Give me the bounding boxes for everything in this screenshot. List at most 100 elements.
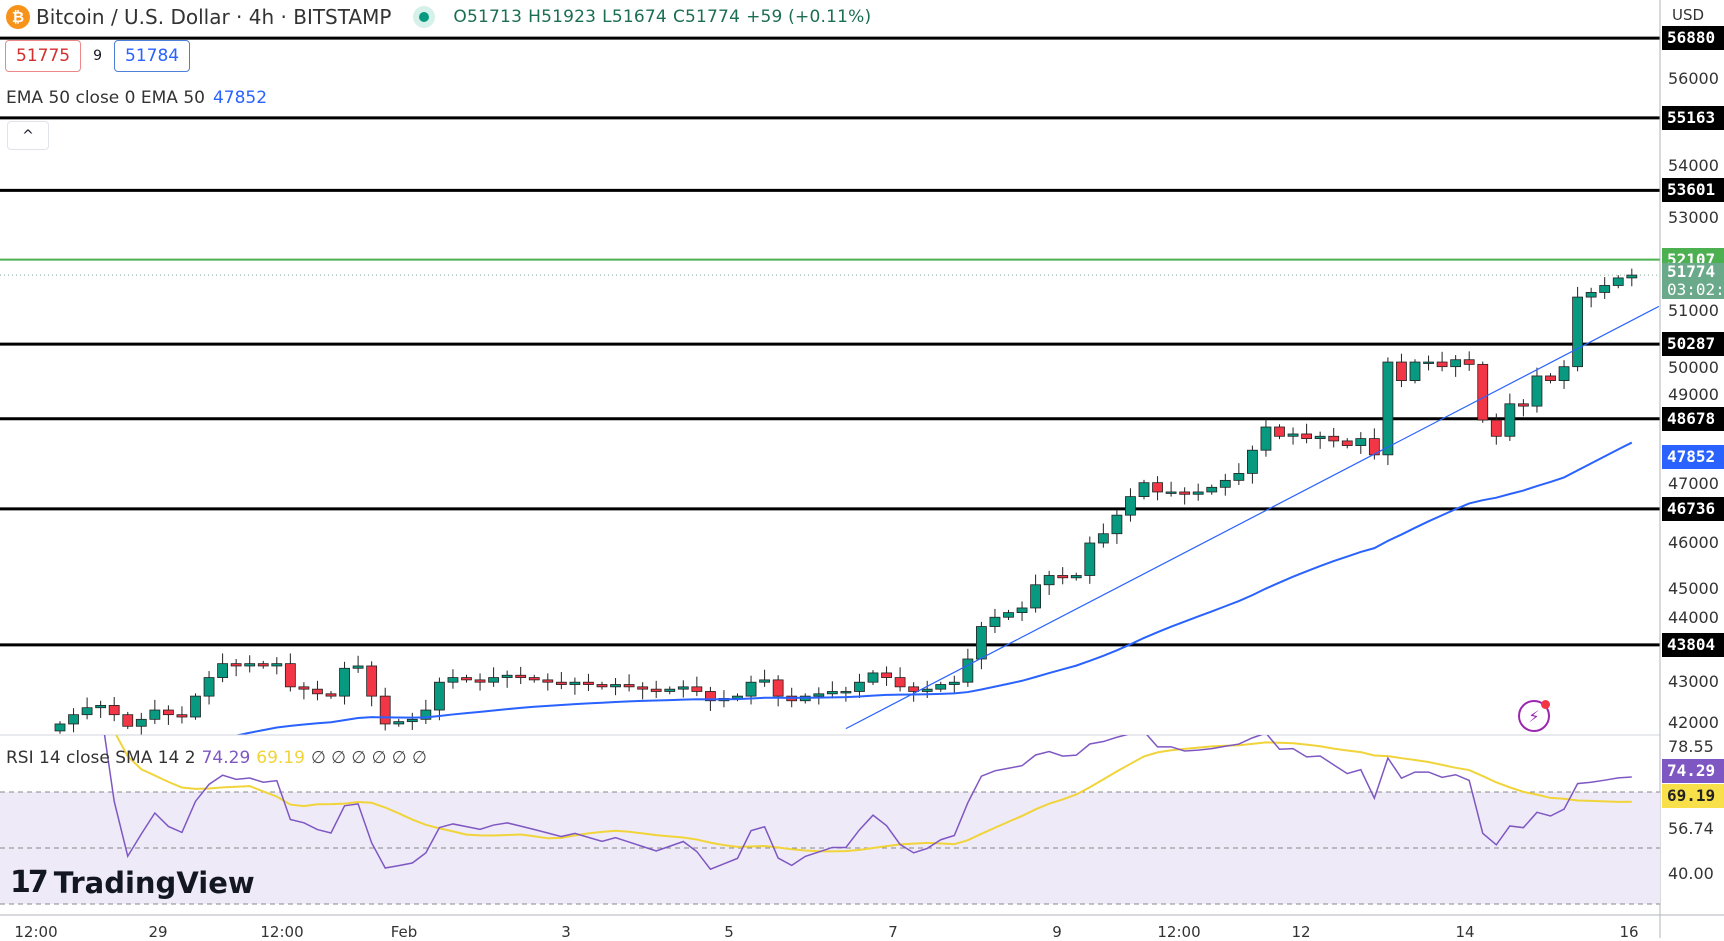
buy-button[interactable]: 51784 (114, 40, 191, 72)
level-tag: 43804 (1662, 632, 1724, 657)
rsi-legend[interactable]: RSI 14 close SMA 14 2 74.29 69.19 ∅ ∅ ∅ ∅ ∅… (6, 748, 427, 768)
tradingview-logo: 17 TradingView (10, 865, 255, 900)
time-label: 9 (1052, 923, 1062, 941)
candle (1490, 419, 1502, 437)
candle (826, 691, 838, 695)
rsi-line (103, 735, 1632, 871)
time-label: 12:00 (1157, 923, 1201, 941)
rsi-sma-tag: 69.19 (1662, 784, 1724, 808)
level-tag: 46736 (1662, 496, 1724, 521)
candle (1233, 472, 1245, 481)
candle (1450, 359, 1462, 368)
candle (677, 686, 689, 690)
candle (217, 663, 229, 678)
candle (366, 665, 378, 697)
candle (1409, 361, 1421, 382)
candle (610, 684, 621, 688)
time-label: 12:00 (260, 923, 304, 941)
candle (962, 658, 974, 683)
price-tick: 54000 (1668, 156, 1719, 175)
time-label: 7 (888, 923, 898, 941)
candle (989, 616, 1001, 627)
candle (488, 677, 500, 683)
candle (813, 693, 825, 697)
price-tick: 42000 (1668, 713, 1719, 732)
candle (1572, 296, 1583, 368)
candle (623, 684, 635, 688)
candle (257, 663, 269, 667)
candle (1206, 486, 1218, 493)
candle (1341, 440, 1353, 446)
candle (474, 679, 486, 683)
level-tag: 50287 (1662, 332, 1724, 357)
candle (447, 677, 459, 683)
main-pane (0, 36, 1660, 735)
candle (583, 681, 594, 685)
candle (433, 681, 445, 711)
ema-tag: 47852 (1662, 445, 1724, 470)
candle (1057, 575, 1069, 579)
time-label: 12 (1291, 923, 1311, 941)
candle (271, 663, 283, 667)
candle (1165, 491, 1177, 494)
candle (1260, 426, 1272, 451)
candle (203, 677, 215, 697)
candle (908, 686, 920, 692)
candle (705, 691, 716, 702)
ema-legend[interactable]: EMA 50 close 0 EMA 50 47852 (6, 88, 268, 108)
collapse-legend-button[interactable]: ^ (7, 121, 49, 150)
candle (1599, 285, 1611, 293)
time-label: 16 (1619, 923, 1639, 941)
candle (501, 674, 513, 678)
time-label: Feb (390, 923, 418, 941)
symbol-title[interactable]: Bitcoin / U.S. Dollar · 4h · BITSTAMP (36, 5, 392, 29)
candle (312, 688, 323, 695)
sell-button[interactable]: 51775 (5, 40, 82, 72)
candle (1003, 612, 1014, 618)
candle (691, 686, 703, 692)
candle (1138, 482, 1150, 497)
candle (406, 718, 418, 723)
candle (1314, 435, 1326, 439)
candle (68, 714, 79, 725)
candle (1301, 433, 1312, 439)
rsi-value-tag: 74.29 (1662, 759, 1724, 783)
ema-line (233, 441, 1633, 735)
candle (1477, 363, 1489, 421)
candle (921, 688, 933, 692)
rsi-sma-line (115, 735, 1632, 853)
candle (1192, 491, 1204, 495)
candle (1396, 361, 1407, 382)
candle (162, 709, 174, 716)
currency-label[interactable]: USD (1672, 6, 1705, 24)
price-tick: 56000 (1668, 69, 1719, 88)
lightning-icon[interactable]: ⚡ (1518, 700, 1550, 732)
candle (122, 714, 134, 727)
rsi-pane (103, 735, 1632, 871)
candle (1070, 575, 1082, 579)
symbol-header: ₿ Bitcoin / U.S. Dollar · 4h · BITSTAMP … (6, 2, 877, 32)
candle (1328, 435, 1340, 442)
candle (596, 684, 608, 688)
candle (393, 721, 405, 725)
candle (95, 705, 107, 709)
candle (1247, 449, 1258, 474)
candle (528, 677, 540, 681)
candle (637, 686, 649, 690)
candle (54, 723, 66, 732)
candle (352, 665, 364, 669)
candle (569, 681, 581, 685)
level-tag: 55163 (1662, 105, 1724, 130)
candle (1558, 366, 1570, 381)
candle (759, 679, 770, 683)
time-label: 12:00 (14, 923, 58, 941)
price-tick: 46000 (1668, 533, 1719, 552)
candle (935, 684, 947, 690)
candle (149, 709, 161, 720)
bitcoin-icon: ₿ (6, 5, 30, 29)
candle (176, 714, 188, 718)
candle (1368, 438, 1380, 456)
price-tick: 53000 (1668, 208, 1719, 228)
chevron-up-icon: ^ (22, 127, 34, 144)
